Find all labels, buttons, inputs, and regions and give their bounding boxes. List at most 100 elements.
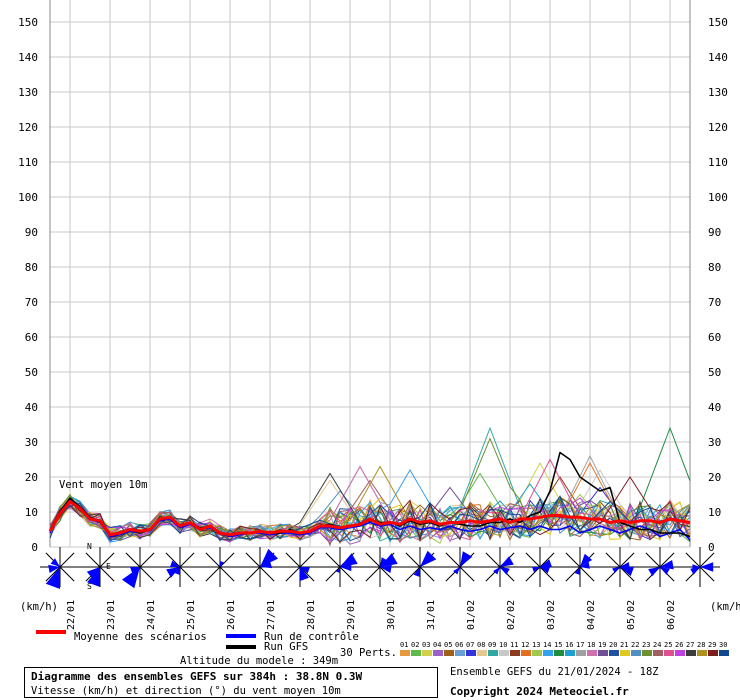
pert-swatch (719, 650, 729, 656)
pert-swatch (708, 650, 718, 656)
pert-number: 21 (620, 641, 628, 649)
pert-number: 16 (565, 641, 573, 649)
y-tick-label: 130 (18, 86, 38, 99)
rose-spoke (365, 552, 381, 568)
pert-swatch (444, 650, 454, 656)
rose-spoke (59, 566, 75, 582)
rose-spoke (405, 552, 421, 568)
wind-rose (440, 547, 480, 587)
pert-number: 30 (719, 641, 727, 649)
altitude-label: Altitude du modele : 349m (180, 655, 339, 667)
y-tick-label: 40 (25, 401, 38, 414)
y-tick-label: 100 (18, 191, 38, 204)
rose-petal (660, 560, 674, 570)
y-tick-label: 50 (708, 366, 721, 379)
wind-rose (640, 547, 680, 587)
y-tick-label: 10 (708, 506, 721, 519)
compass-e: E (106, 562, 111, 571)
pert-swatch (587, 650, 597, 656)
rose-spoke (285, 566, 301, 582)
rose-spoke (579, 566, 595, 582)
pert-swatch (554, 650, 564, 656)
pert-number: 24 (653, 641, 661, 649)
x-tick-label: 28/01 (306, 600, 317, 630)
y-tick-label: 90 (708, 226, 721, 239)
rose-spoke (459, 566, 475, 582)
x-tick-label: 04/02 (586, 600, 597, 630)
rose-petal (380, 564, 392, 573)
pert-number: 25 (664, 641, 672, 649)
y-unit-right: (km/h) (710, 601, 740, 613)
rose-spoke (685, 552, 701, 568)
mean-line (48, 500, 691, 537)
rose-petal (336, 567, 340, 573)
y-axis-left: 0 10 20 30 40 50 60 70 80 90 100 110 120 130 140 150 (18, 16, 38, 554)
wind-roses (40, 547, 720, 589)
pert-number: 28 (697, 641, 705, 649)
series-label: Vent moyen 10m (59, 479, 148, 491)
x-tick-label: 24/01 (146, 600, 157, 630)
rose-petal (540, 567, 550, 574)
pert-number: 02 (411, 641, 419, 649)
rose-spoke (179, 566, 195, 582)
rose-petal (532, 567, 540, 573)
rose-petal (260, 548, 279, 567)
legend-mean-label: Moyenne des scénarios (74, 631, 207, 643)
pert-number: 08 (477, 641, 485, 649)
wind-rose (560, 547, 600, 587)
rose-spoke (485, 552, 501, 568)
y-tick-label: 140 (708, 51, 728, 64)
pert-swatch (653, 650, 663, 656)
y-tick-label: 120 (18, 121, 38, 134)
pert-number: 18 (587, 641, 595, 649)
y-tick-label: 30 (25, 436, 38, 449)
pert-swatch (510, 650, 520, 656)
pert-number: 04 (433, 641, 441, 649)
rose-petal (50, 558, 60, 567)
rose-spoke (699, 552, 715, 568)
rose-petal (500, 556, 514, 567)
ensemble-info: Ensemble GEFS du 21/01/2024 - 18Z (450, 666, 659, 678)
x-tick-label: 29/01 (346, 600, 357, 630)
pert-number: 15 (554, 641, 562, 649)
wind-rose (680, 547, 720, 587)
x-tick-label: 02/02 (506, 600, 517, 630)
pert-swatch (598, 650, 608, 656)
chart-title: Diagramme des ensembles GEFS sur 384h : … (31, 670, 363, 683)
x-tick-label: 27/01 (266, 600, 277, 630)
rose-spoke (285, 552, 301, 568)
rose-spoke (645, 552, 661, 568)
copyright: Copyright 2024 Meteociel.fr (450, 685, 629, 698)
rose-petal (648, 567, 660, 577)
pert-swatch (400, 650, 410, 656)
rose-spoke (619, 566, 635, 582)
y-tick-label: 110 (708, 156, 728, 169)
x-tick-label: 01/02 (466, 600, 477, 630)
wind-rose (520, 547, 560, 587)
rose-petal (493, 567, 500, 575)
y-tick-label: 150 (18, 16, 38, 29)
rose-petal (122, 567, 140, 589)
rose-spoke (179, 552, 195, 568)
rose-spoke (85, 552, 101, 568)
rose-spoke (565, 552, 581, 568)
y-tick-label: 60 (708, 331, 721, 344)
wind-rose (80, 547, 120, 587)
pert-number: 14 (543, 641, 551, 649)
rose-petal (174, 567, 180, 575)
pert-line (49, 461, 691, 541)
y-tick-label: 110 (18, 156, 38, 169)
pert-number: 26 (675, 641, 683, 649)
pert-swatch (675, 650, 685, 656)
wind-rose (40, 547, 80, 589)
rose-petal (130, 567, 140, 574)
pert-swatch (620, 650, 630, 656)
rose-spoke (325, 552, 341, 568)
pert-number: 05 (444, 641, 452, 649)
rose-spoke (219, 552, 235, 568)
wind-rose (600, 547, 640, 587)
pert-swatch (565, 650, 575, 656)
pert-swatch (686, 650, 696, 656)
rose-petal (660, 567, 670, 575)
